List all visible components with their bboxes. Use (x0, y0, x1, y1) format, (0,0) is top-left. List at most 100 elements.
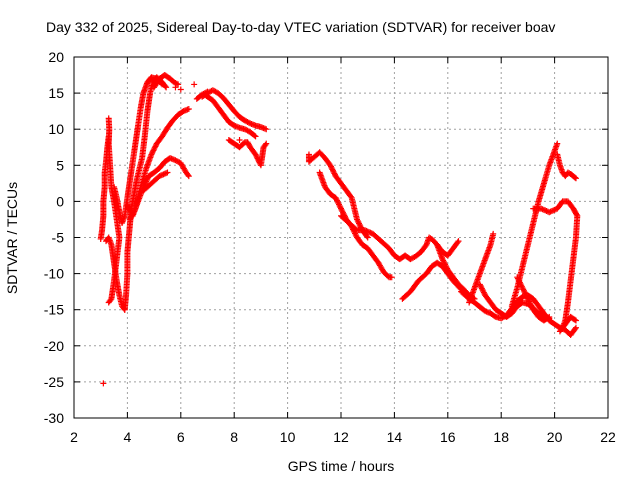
data-point (151, 144, 158, 151)
data-point (546, 209, 553, 216)
x-tick-label: 8 (230, 429, 238, 445)
data-point (160, 171, 167, 178)
data-point (236, 137, 243, 144)
data-point (455, 238, 462, 245)
data-point (364, 234, 371, 241)
data-point (354, 217, 361, 224)
x-tick-label: 6 (177, 429, 185, 445)
data-point (149, 150, 156, 157)
data-point (252, 133, 259, 140)
data-point (478, 285, 485, 292)
y-tick-label: 10 (48, 121, 64, 137)
data-point (203, 89, 210, 96)
data-point (184, 171, 191, 178)
data-point (440, 257, 447, 264)
data-point (335, 200, 342, 207)
data-point (263, 140, 270, 147)
data-point (163, 84, 170, 91)
data-point (159, 81, 166, 88)
data-point (480, 288, 487, 295)
y-tick-label: 0 (56, 193, 64, 209)
data-point (329, 166, 336, 173)
data-point (524, 294, 531, 301)
data-point (327, 163, 334, 170)
data-point (550, 207, 557, 214)
data-point (356, 220, 363, 227)
data-point (156, 173, 163, 180)
y-tick-label: -5 (52, 230, 65, 246)
data-point (125, 203, 132, 210)
data-point (152, 143, 159, 150)
data-points (97, 72, 581, 387)
data-point (572, 325, 579, 332)
data-point (363, 233, 370, 240)
y-tick-label: -20 (44, 338, 64, 354)
data-point (439, 256, 446, 263)
data-point (354, 216, 361, 223)
data-point (253, 154, 260, 161)
data-point (528, 303, 535, 310)
data-point (164, 169, 171, 176)
data-point (254, 155, 261, 162)
data-point (548, 208, 555, 215)
data-point (547, 208, 554, 215)
data-point (191, 81, 198, 88)
x-tick-label: 18 (493, 429, 509, 445)
data-point (339, 208, 346, 215)
y-tick-label: -10 (44, 266, 64, 282)
data-point (340, 209, 347, 216)
data-point (151, 146, 158, 153)
data-point (100, 380, 107, 387)
data-point (440, 258, 447, 265)
chart-title: Day 332 of 2025, Sidereal Day-to-day VTE… (46, 19, 555, 35)
data-point (572, 317, 579, 324)
data-point (177, 86, 184, 93)
data-point (442, 262, 449, 269)
data-point (204, 88, 211, 95)
data-point (263, 126, 270, 133)
data-point (479, 286, 486, 293)
plot-border (73, 56, 609, 419)
data-point (476, 281, 483, 288)
data-point (545, 314, 552, 321)
data-point (572, 324, 579, 331)
y-tick-label: -15 (44, 302, 64, 318)
data-point (106, 298, 113, 305)
data-point (478, 284, 485, 291)
y-tick-label: 20 (48, 49, 64, 65)
data-point (523, 293, 530, 300)
data-point (357, 223, 364, 230)
data-point (543, 208, 550, 215)
data-point (127, 216, 134, 223)
data-point (143, 178, 150, 185)
y-tick-label: 15 (48, 85, 64, 101)
data-point (185, 105, 192, 112)
data-point (539, 206, 546, 213)
x-tick-label: 14 (387, 429, 403, 445)
data-point (173, 80, 180, 87)
data-point (142, 179, 149, 186)
data-point (175, 81, 182, 88)
data-point (334, 198, 341, 205)
data-point (105, 299, 112, 306)
y-tick-label: 5 (56, 157, 64, 173)
data-point (163, 170, 170, 177)
x-tick-label: 12 (333, 429, 349, 445)
data-point (161, 170, 168, 177)
data-point (477, 282, 484, 289)
x-axis-label: GPS time / hours (288, 458, 395, 474)
x-tick-label: 4 (124, 429, 132, 445)
data-point (352, 230, 359, 237)
data-point (526, 298, 533, 305)
data-point (328, 165, 335, 172)
x-tick-label: 22 (600, 429, 616, 445)
data-point (255, 156, 262, 163)
data-point (522, 290, 529, 297)
data-point (441, 260, 448, 267)
data-point (330, 169, 337, 176)
data-point (490, 230, 497, 237)
data-point (149, 148, 156, 155)
data-point (528, 302, 535, 309)
x-tick-label: 2 (70, 429, 78, 445)
